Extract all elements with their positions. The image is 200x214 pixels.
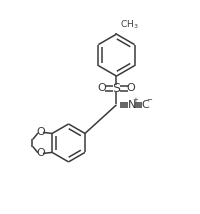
Text: S: S [112, 82, 120, 95]
Text: C: C [141, 100, 148, 110]
Text: O: O [126, 83, 135, 94]
Text: N: N [127, 100, 135, 110]
Text: −: − [146, 97, 151, 103]
Text: CH$_3$: CH$_3$ [120, 19, 138, 31]
Text: +: + [132, 97, 138, 103]
Text: O: O [36, 149, 45, 158]
Text: O: O [97, 83, 106, 94]
Text: O: O [36, 128, 45, 137]
